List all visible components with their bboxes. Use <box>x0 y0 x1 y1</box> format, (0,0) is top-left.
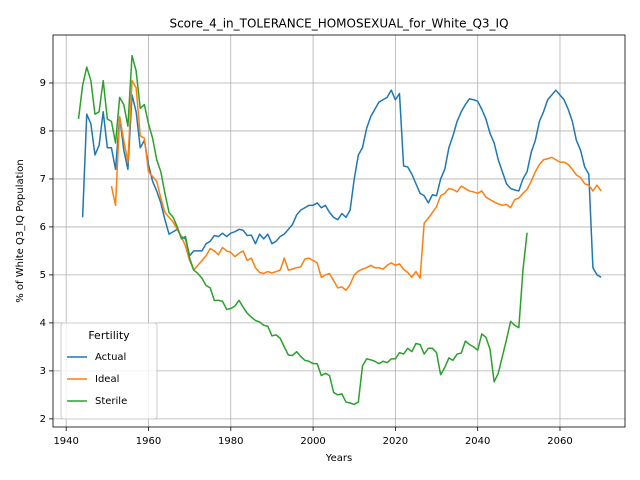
y-axis-label: % of White Q3_IQ Population <box>15 159 26 303</box>
x-tick-label: 1960 <box>136 436 161 447</box>
x-tick-label: 1980 <box>218 436 243 447</box>
legend-label: Ideal <box>95 374 119 385</box>
y-tick-label: 3 <box>40 366 46 377</box>
x-tick-label: 2000 <box>300 436 325 447</box>
x-tick-label: 2020 <box>383 436 408 447</box>
legend-box <box>60 322 158 420</box>
y-tick-label: 2 <box>40 414 46 425</box>
chart-title: Score_4_in_TOLERANCE_HOMOSEXUAL_for_Whit… <box>169 17 508 31</box>
series-line <box>110 79 602 292</box>
y-tick-label: 6 <box>40 222 46 233</box>
y-tick-label: 4 <box>40 318 46 329</box>
series-line <box>77 54 528 406</box>
x-tick-label: 1940 <box>53 436 78 447</box>
y-tick-label: 9 <box>40 78 46 89</box>
y-tick-label: 7 <box>40 174 46 185</box>
series-line <box>81 89 602 278</box>
x-tick-label: 2040 <box>465 436 490 447</box>
legend: Fertility Actual Ideal Sterile <box>60 322 158 420</box>
x-axis-label: Years <box>325 453 352 464</box>
legend-title: Fertility <box>88 329 130 342</box>
y-tick-label: 8 <box>40 126 46 137</box>
plot-frame <box>52 34 626 428</box>
legend-label: Actual <box>95 352 126 363</box>
y-tick-label: 5 <box>40 270 46 281</box>
x-tick-label: 2060 <box>547 436 572 447</box>
legend-label: Sterile <box>95 396 127 407</box>
